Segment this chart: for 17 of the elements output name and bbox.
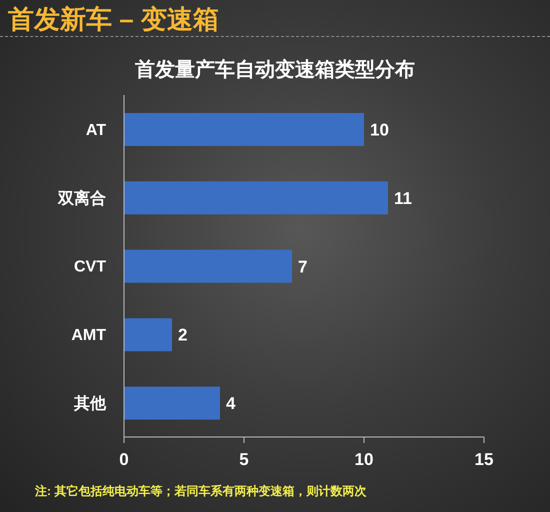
data-label: 4 [226,394,236,414]
x-tick-label: 5 [239,450,249,470]
y-tick-label: CVT [74,258,106,276]
y-tick-label: 双离合 [57,188,106,208]
data-label: 10 [370,120,389,140]
data-label: 11 [394,188,412,208]
data-label: 7 [298,257,308,276]
text: 注: 其它包括纯电动车等；若同车系有两种变速箱，则计数两次 [35,483,366,500]
y-tick-label: AT [86,122,106,139]
chart-subtitle: 首发量产车自动变速箱类型分布 [134,58,416,83]
x-tick-label: 0 [119,450,129,470]
data-label: 2 [178,326,188,345]
y-tick-label: 其他 [73,394,107,412]
y-tick-label: AMT [71,327,106,344]
chart-title: 首发新车 – 变速箱 [8,3,219,36]
x-tick-label: 15 [474,450,494,470]
x-tick-label: 10 [354,450,374,470]
